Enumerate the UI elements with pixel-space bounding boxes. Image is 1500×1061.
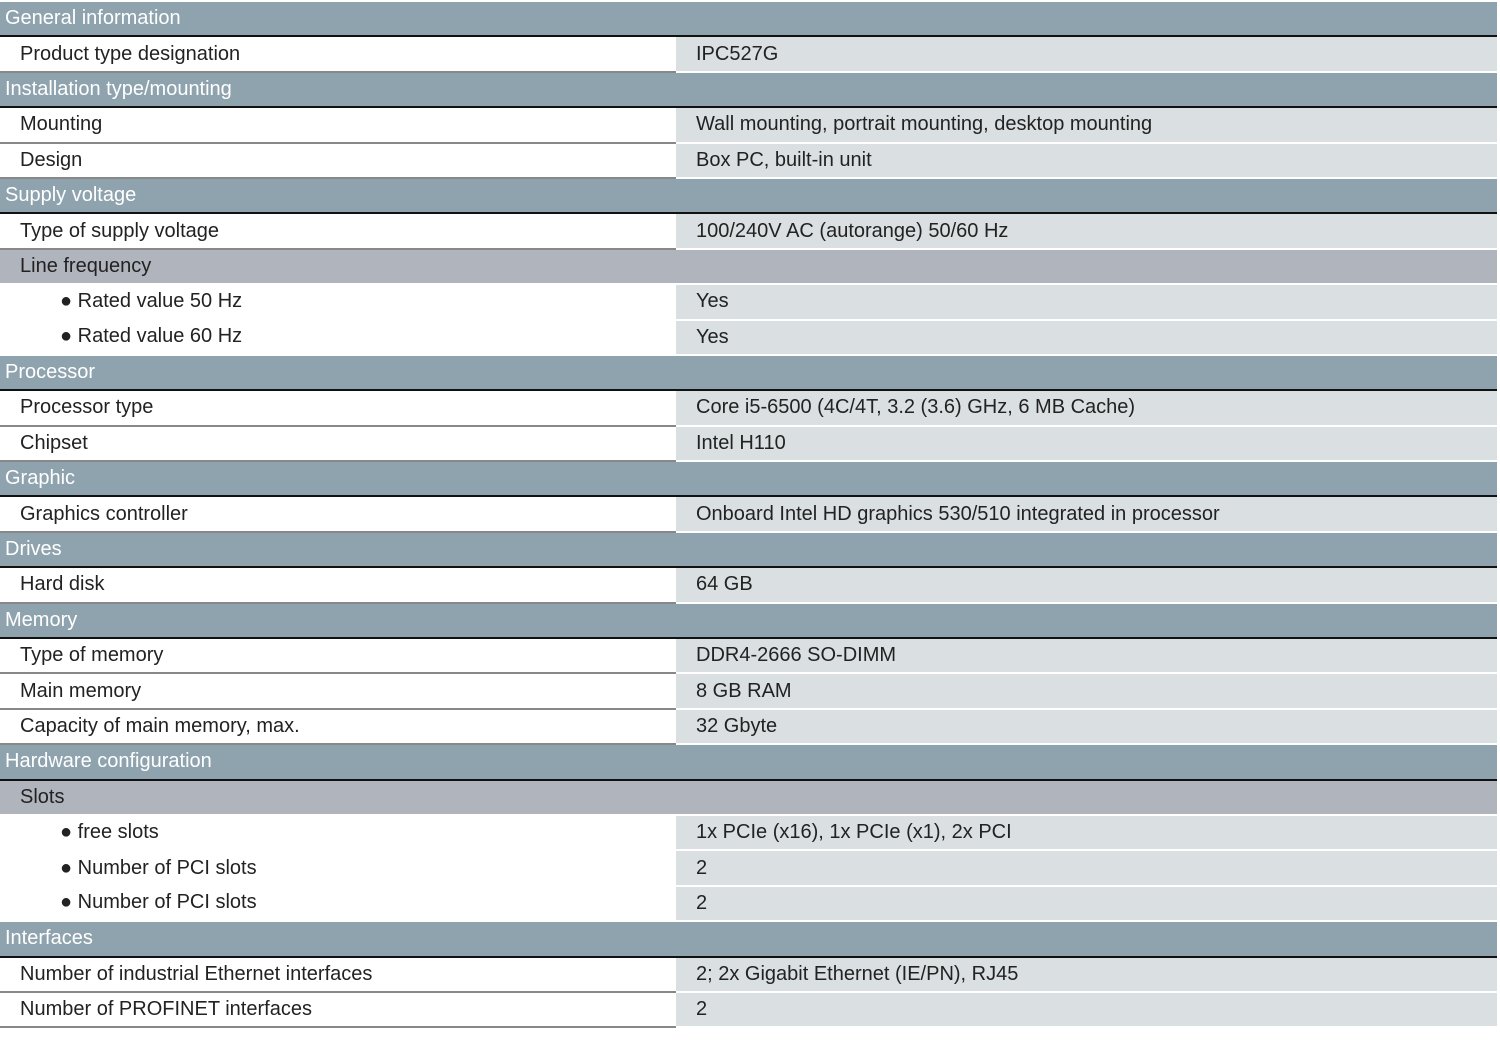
table-row: ● Number of PCI slots 2 [0,851,1497,887]
table-row: Main memory 8 GB RAM [0,674,1497,710]
table-row: Graphics controller Onboard Intel HD grap… [0,497,1497,533]
row-value: 32 Gbyte [676,709,1497,744]
row-label: ● Number of PCI slots [0,851,676,885]
section-header: General information [0,2,1497,38]
subsection-label: Line frequency [20,254,152,277]
table-row: Chipset Intel H110 [0,426,1497,463]
row-label: ● Rated value 60 Hz [0,320,676,354]
section-header: Memory [0,603,1497,640]
table-row: Processor type Core i5-6500 (4C/4T, 3.2 (… [0,391,1497,427]
row-label: Number of PROFINET interfaces [0,992,676,1029]
row-value: Yes [676,320,1497,354]
table-row: Product type designation IPC527G [0,37,1497,73]
row-value: 2 [676,886,1497,921]
table-row: Number of PROFINET interfaces 2 [0,992,1497,1029]
row-label: Processor type [0,391,676,427]
row-value: Onboard Intel HD graphics 530/510 integr… [676,497,1497,531]
table-row: Type of supply voltage 100/240V AC (autor… [0,214,1497,250]
table-row: Number of industrial Ethernet interfaces… [0,957,1497,993]
row-label: Capacity of main memory, max. [0,709,676,746]
row-value: Wall mounting, portrait mounting, deskto… [676,108,1497,142]
row-value: IPC527G [676,37,1497,71]
subsection-header: Line frequency [0,249,1497,286]
row-value: 64 GB [676,568,1497,602]
section-header: Supply voltage [0,178,1497,215]
section-header: Processor [0,355,1497,392]
table-row: ● free slots 1x PCIe (x16), 1x PCIe (x1),… [0,815,1497,852]
row-label: Graphics controller [0,497,676,533]
row-label: ● Number of PCI slots [0,886,676,921]
row-value: Box PC, built-in unit [676,143,1497,177]
table-row: Design Box PC, built-in unit [0,143,1497,179]
row-value: 100/240V AC (autorange) 50/60 Hz [676,214,1497,248]
subsection-label: Slots [20,785,65,808]
row-value: DDR4-2666 SO-DIMM [676,639,1497,673]
row-value: Core i5-6500 (4C/4T, 3.2 (3.6) GHz, 6 MB… [676,391,1497,425]
table-row: Type of memory DDR4-2666 SO-DIMM [0,639,1497,675]
row-label: Hard disk [0,568,676,604]
subsection-header: Slots [0,780,1497,816]
table-row: ● Rated value 60 Hz Yes [0,320,1497,356]
row-value: 2 [676,992,1497,1027]
row-value: 2 [676,851,1497,885]
row-label: Design [0,143,676,179]
row-value: 1x PCIe (x16), 1x PCIe (x1), 2x PCI [676,815,1497,850]
row-label: Type of supply voltage [0,214,676,250]
row-label: Chipset [0,426,676,463]
row-label: ● Rated value 50 Hz [0,285,676,319]
row-label: Type of memory [0,639,676,675]
table-row: Mounting Wall mounting, portrait mounting… [0,108,1497,144]
spec-table: General information Product type designat… [0,2,1497,1029]
row-label: Main memory [0,674,676,710]
row-label: ● free slots [0,815,676,850]
table-row: Hard disk 64 GB [0,568,1497,604]
table-row: Capacity of main memory, max. 32 Gbyte [0,709,1497,746]
row-label: Number of industrial Ethernet interfaces [0,957,676,993]
section-header: Installation type/mounting [0,72,1497,109]
section-header: Graphic [0,462,1497,498]
row-value: Yes [676,285,1497,319]
row-label: Product type designation [0,37,676,73]
section-header: Interfaces [0,922,1497,958]
section-header: Drives [0,532,1497,569]
row-value: 8 GB RAM [676,674,1497,708]
table-row: ● Number of PCI slots 2 [0,886,1497,923]
table-row: ● Rated value 50 Hz Yes [0,285,1497,321]
row-label: Mounting [0,108,676,144]
section-header: Hardware configuration [0,745,1497,781]
row-value: Intel H110 [676,426,1497,461]
row-value: 2; 2x Gigabit Ethernet (IE/PN), RJ45 [676,957,1497,991]
